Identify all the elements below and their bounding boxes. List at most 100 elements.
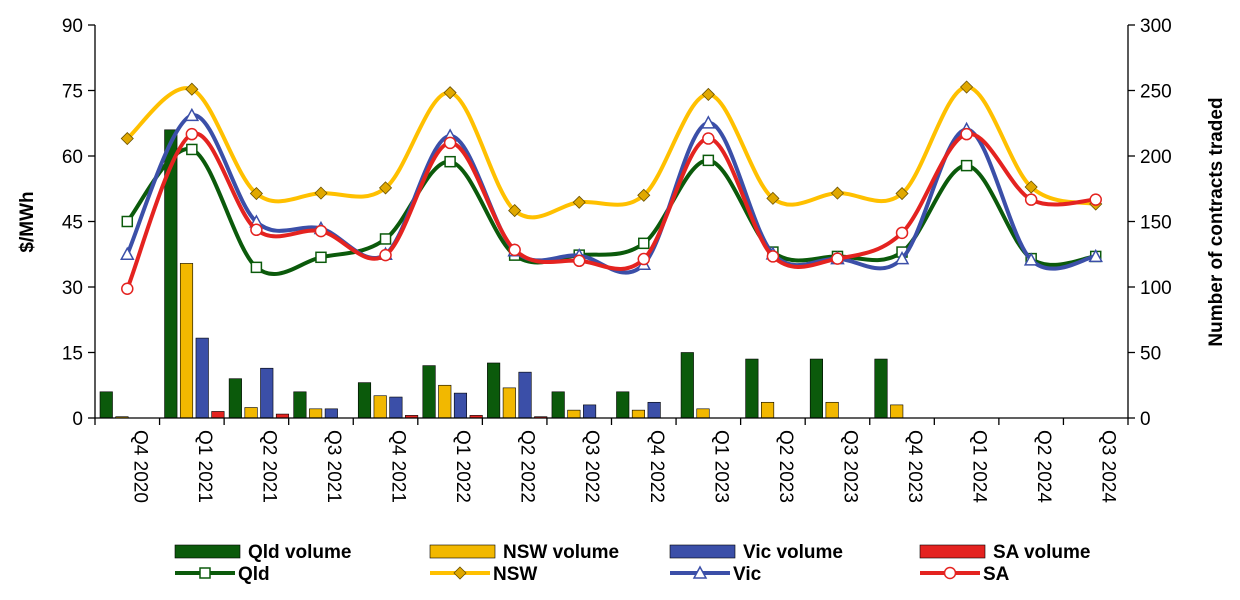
qld-volume-bar [680,352,694,419]
x-tick-label: Q4 2020 [129,430,150,503]
sa-point [121,282,134,295]
nsw-volume-bar [696,408,710,419]
y2-tick-label: 150 [1140,213,1172,234]
sa-point [572,254,586,268]
x-tick-label: Q2 2021 [258,430,279,503]
sa-point [1089,193,1102,206]
legend-swatch [919,544,986,559]
nsw-volume-bar [179,263,194,419]
qld-point [702,154,715,167]
vic-volume-bar [583,404,597,419]
nsw-volume-bar [438,384,452,419]
vic-volume-bar [324,408,338,419]
y-tick-label: 60 [62,147,83,168]
legend-swatch [669,544,736,559]
sa-point [766,250,780,263]
legend-marker [199,567,211,579]
legend-label: NSW [493,564,537,585]
qld-volume-bar [99,391,113,419]
sa-volume-bar [211,411,225,419]
qld-point [444,155,456,168]
legend-label: SA [983,564,1010,585]
nsw-point [443,86,457,100]
bar-layer [99,129,904,419]
qld-volume-bar [228,378,242,419]
qld-volume-bar [357,382,372,419]
sa-point [250,223,263,237]
sa-point [960,127,973,141]
sa-point [314,224,328,238]
sa-point [637,252,651,266]
legend-label: NSW volume [503,542,619,563]
vic-volume-bar [453,392,468,419]
y2-tick-label: 250 [1140,82,1172,103]
qld-point [379,233,392,245]
sa-point [508,243,521,257]
y-tick-label: 15 [62,344,83,365]
x-tick-label: Q1 2023 [710,430,731,503]
y2-tick-label: 0 [1140,409,1151,430]
qld-line [125,147,1096,276]
y2-axis-title: Number of contracts traded [1206,97,1227,346]
sa-line [125,131,1096,290]
x-tick-label: Q2 2023 [775,430,796,503]
qld-volume-bar [809,358,823,419]
legend: Qld volume NSW volume Vic volume SA volume Q… [174,542,1091,585]
vic-volume-bar [389,396,403,419]
y2-tick-label: 200 [1140,147,1172,168]
x-tick-label: Q2 2022 [517,430,538,503]
nsw-point [895,186,909,201]
y-tick-label: 0 [72,409,83,430]
legend-marker [453,566,467,580]
x-tick-label: Q2 2024 [1033,430,1054,503]
x-tick-label: Q3 2021 [323,430,344,503]
vic-volume-bar [260,367,274,419]
legend-label: Vic volume [743,542,843,563]
vic-point [894,251,910,265]
nsw-volume-bar [309,408,323,419]
legend-label: Qld [238,564,270,585]
vic-volume-bar [647,401,661,419]
sa-point [702,132,715,145]
sa-point [185,127,199,141]
x-tick-label: Q3 2024 [1098,430,1119,503]
y-tick-label: 90 [62,16,83,37]
vic-line [125,113,1097,275]
nsw-volume-bar [890,404,904,419]
qld-point [250,261,263,274]
nsw-point [960,80,974,94]
x-tick-label: Q3 2023 [839,430,860,503]
nsw-point [572,195,586,209]
qld-point [315,251,327,264]
nsw-point [249,186,263,201]
nsw-point [766,191,780,205]
nsw-point [120,131,134,146]
vic-point [120,246,135,260]
vic-point [184,107,200,122]
line-layer [120,80,1103,295]
sa-point [443,136,457,150]
x-tick-label: Q1 2024 [969,430,990,503]
legend-label: Qld volume [248,542,351,563]
x-tick-label: Q1 2022 [452,430,473,503]
sa-point [895,226,909,240]
legend-swatch [174,544,241,559]
legend-marker [943,566,957,580]
nsw-point [1024,180,1038,194]
qld-volume-bar [551,391,565,419]
y2-tick-label: 50 [1140,344,1161,365]
y-tick-label: 45 [62,213,83,234]
x-tick-label: Q1 2021 [194,430,215,503]
x-tick-label: Q4 2022 [646,430,667,503]
nsw-point [701,87,715,101]
nsw-volume-bar [567,409,581,419]
nsw-point [185,82,199,96]
y2-tick-label: 100 [1140,278,1172,299]
y-tick-label: 75 [62,82,83,103]
tick-layer: 0 15 30 45 60 75 90 0 50 100 150 200 250 300 Q4 2020 Q1… [62,16,1172,503]
sa-point [1024,193,1038,206]
y-tick-label: 30 [62,278,83,299]
legend-marker [692,565,708,579]
